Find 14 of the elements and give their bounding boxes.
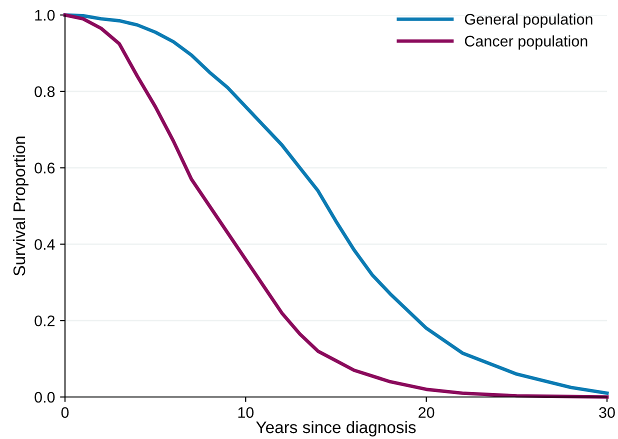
x-tick-label: 0 <box>61 407 69 418</box>
x-tick-label: 30 <box>599 407 615 418</box>
y-tick-label: 0.6 <box>34 162 55 174</box>
y-axis-title: Survival Proportion <box>12 136 28 276</box>
x-axis-title: Years since diagnosis <box>256 420 416 436</box>
y-tick-label: 0.2 <box>34 315 55 326</box>
y-tick-label: 0.0 <box>34 392 55 403</box>
y-tick-label: 0.4 <box>34 239 55 250</box>
legend-label: Cancer population <box>464 35 588 50</box>
x-tick-label: 20 <box>418 407 434 418</box>
legend-label: General population <box>464 13 592 28</box>
x-tick-label: 10 <box>238 407 254 418</box>
y-tick-label: 1.0 <box>35 10 55 21</box>
y-tick-label: 0.8 <box>34 86 55 98</box>
